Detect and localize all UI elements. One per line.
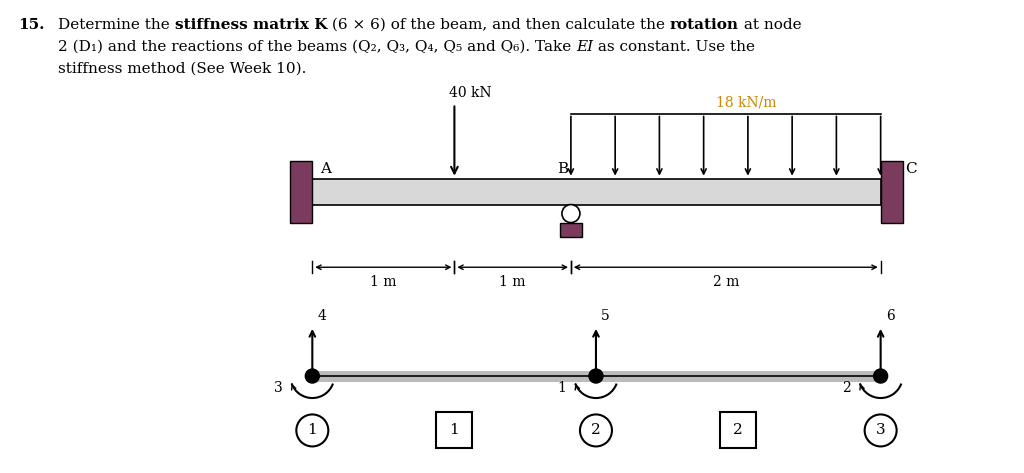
Text: 2: 2 [733,423,743,438]
Text: C: C [905,162,916,175]
Text: 2 (D₁) and the reactions of the beams (Q₂, Q₃, Q₄, Q₅ and Q₆). Take: 2 (D₁) and the reactions of the beams (Q… [58,40,577,54]
Text: 3: 3 [876,423,886,438]
Text: 1: 1 [307,423,317,438]
Text: 1 m: 1 m [500,275,526,289]
Text: 40 kN: 40 kN [450,86,492,99]
Text: 4: 4 [317,309,327,323]
Circle shape [562,204,580,223]
Bar [312,178,881,204]
Circle shape [580,414,612,447]
Text: 2: 2 [842,381,851,395]
Text: stiffness method (See Week 10).: stiffness method (See Week 10). [58,62,306,76]
Text: B: B [557,162,568,175]
Text: at node: at node [739,18,802,32]
Text: 6: 6 [886,309,894,323]
Circle shape [296,414,329,447]
Bar [290,160,312,222]
Text: stiffness matrix K: stiffness matrix K [175,18,327,32]
Text: 1: 1 [450,423,459,438]
Bar [720,412,757,448]
Text: 5: 5 [601,309,609,323]
Text: 1: 1 [557,381,566,395]
Bar [436,412,472,448]
Text: Determine the: Determine the [58,18,175,32]
Text: 1 m: 1 m [370,275,396,289]
Text: 18 kN/m: 18 kN/m [716,96,776,110]
Bar [881,160,903,222]
Text: rotation: rotation [670,18,739,32]
Circle shape [305,369,319,383]
Text: 2 m: 2 m [713,275,739,289]
Text: A: A [321,162,332,175]
Text: EI: EI [577,40,593,54]
Bar [560,223,582,236]
Circle shape [589,369,603,383]
Text: 3: 3 [273,381,283,395]
Text: 2: 2 [591,423,601,438]
Text: as constant. Use the: as constant. Use the [593,40,756,54]
Circle shape [873,369,888,383]
Circle shape [864,414,897,447]
Text: 15.: 15. [18,18,44,32]
Text: (6 × 6) of the beam, and then calculate the: (6 × 6) of the beam, and then calculate … [327,18,670,32]
